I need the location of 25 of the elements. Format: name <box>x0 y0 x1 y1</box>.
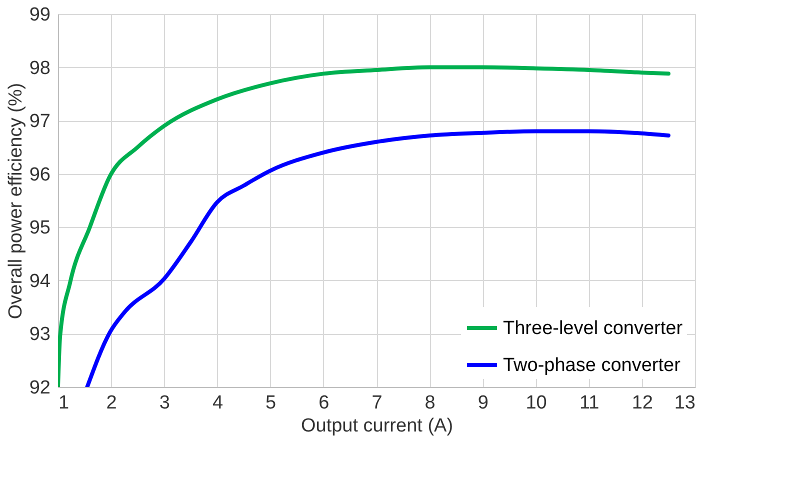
x-tick-label: 7 <box>372 392 382 414</box>
x-tick-label: 4 <box>212 392 224 414</box>
y-tick-label: 93 <box>29 324 50 346</box>
x-tick-label: 13 <box>674 392 696 414</box>
x-axis-title: Output current (A) <box>300 416 454 436</box>
x-tick-label: 6 <box>318 392 330 414</box>
x-tick-label: 11 <box>579 392 600 414</box>
y-tick-label: 92 <box>29 378 50 398</box>
legend-label: Three-level converter <box>503 318 684 339</box>
x-tick-label: 1 <box>58 392 70 414</box>
y-tick-label: 97 <box>29 111 50 132</box>
y-tick-label: 95 <box>29 218 50 239</box>
x-tick-label: 10 <box>526 392 547 414</box>
y-tick-label: 96 <box>29 164 50 186</box>
y-axis-title: Overall power efficiency (%) <box>5 82 26 320</box>
x-tick-label: 12 <box>632 392 653 414</box>
y-tick-label: 98 <box>29 58 50 79</box>
x-tick-label: 8 <box>424 392 436 414</box>
y-tick-label: 99 <box>29 4 50 26</box>
x-tick-label: 5 <box>266 392 276 414</box>
x-tick-label: 3 <box>159 392 170 414</box>
x-tick-label: 2 <box>106 392 117 414</box>
x-tick-label: 9 <box>478 392 488 414</box>
legend-label: Two-phase converter <box>503 355 682 376</box>
y-tick-label: 94 <box>29 270 51 292</box>
